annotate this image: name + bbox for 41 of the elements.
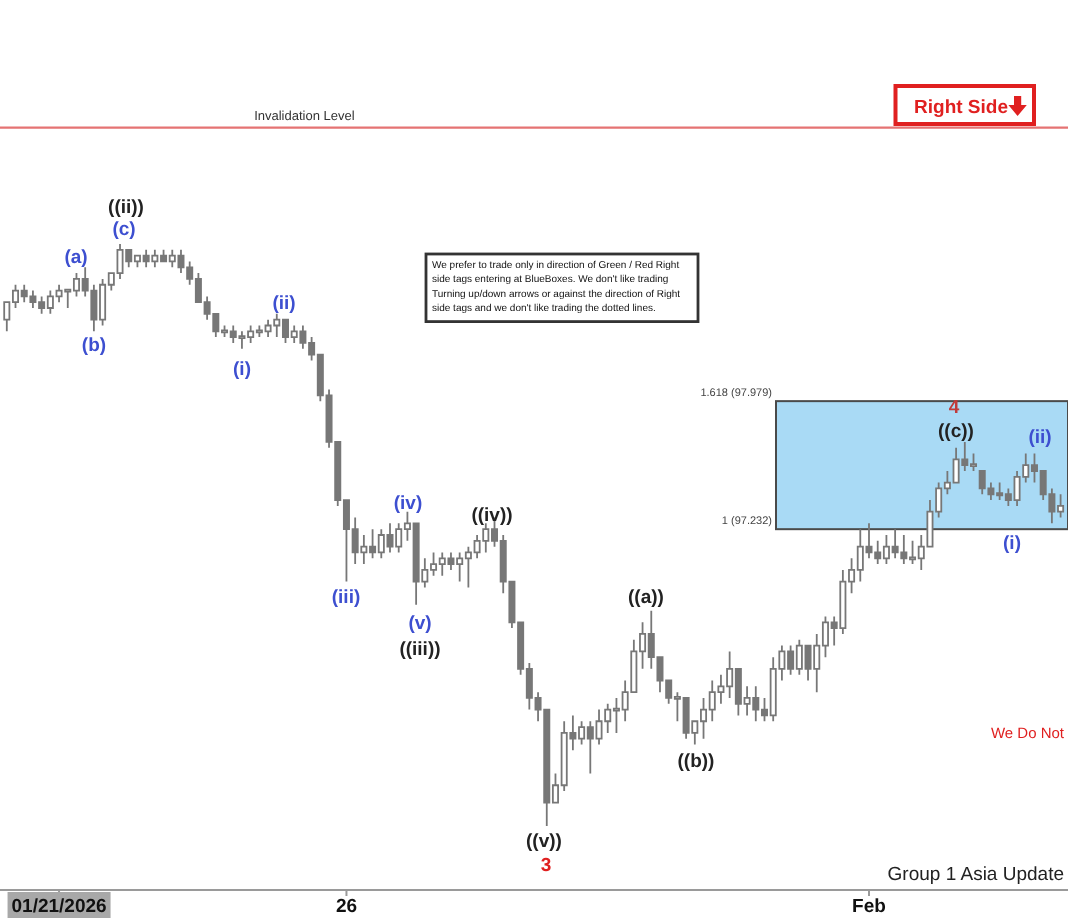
text: ((v)) (526, 830, 562, 853)
candlestick (290, 324, 298, 344)
annotation: (iv) (393, 492, 423, 515)
annotation: (iii) (331, 586, 361, 609)
text: 3 (540, 854, 552, 877)
x-tick-label: 26 (335, 896, 358, 918)
candlestick (386, 522, 394, 554)
candlestick (168, 248, 176, 269)
text: Right Side (914, 97, 1008, 119)
annotation: 4 (948, 396, 961, 419)
annotation: (ii) (272, 292, 296, 315)
annotation: ((iv)) (471, 504, 513, 527)
text: (c) (112, 218, 136, 241)
candlestick (978, 470, 986, 496)
candlestick (438, 551, 446, 577)
candlestick (273, 312, 281, 339)
candlestick (29, 289, 37, 309)
annotation: (v) (408, 612, 432, 635)
candlestick (752, 685, 760, 723)
annotation: ((b)) (677, 750, 715, 773)
annotation: ((iii)) (399, 638, 441, 661)
text: Group 1 Asia Update (887, 864, 1064, 886)
annotation: (i) (233, 358, 251, 381)
text: ((ii)) (108, 196, 144, 219)
annotation: (a) (64, 246, 88, 269)
annotation: ((a)) (628, 586, 664, 609)
candlestick (264, 318, 272, 339)
candlestick (142, 248, 150, 269)
annotation: (ii) (1028, 426, 1052, 449)
candlestick (20, 283, 28, 304)
candlestick (482, 522, 490, 554)
x-tick-label: Feb (852, 896, 887, 918)
annotation: (b) (81, 334, 107, 357)
candlestick (229, 324, 237, 344)
candlestick (900, 534, 908, 565)
candlestick (891, 528, 899, 560)
candlestick (682, 697, 690, 740)
annotation: (i) (1003, 532, 1021, 555)
annotation: ((c)) (938, 420, 974, 443)
candlestick (238, 330, 246, 350)
candlestick (151, 248, 159, 269)
